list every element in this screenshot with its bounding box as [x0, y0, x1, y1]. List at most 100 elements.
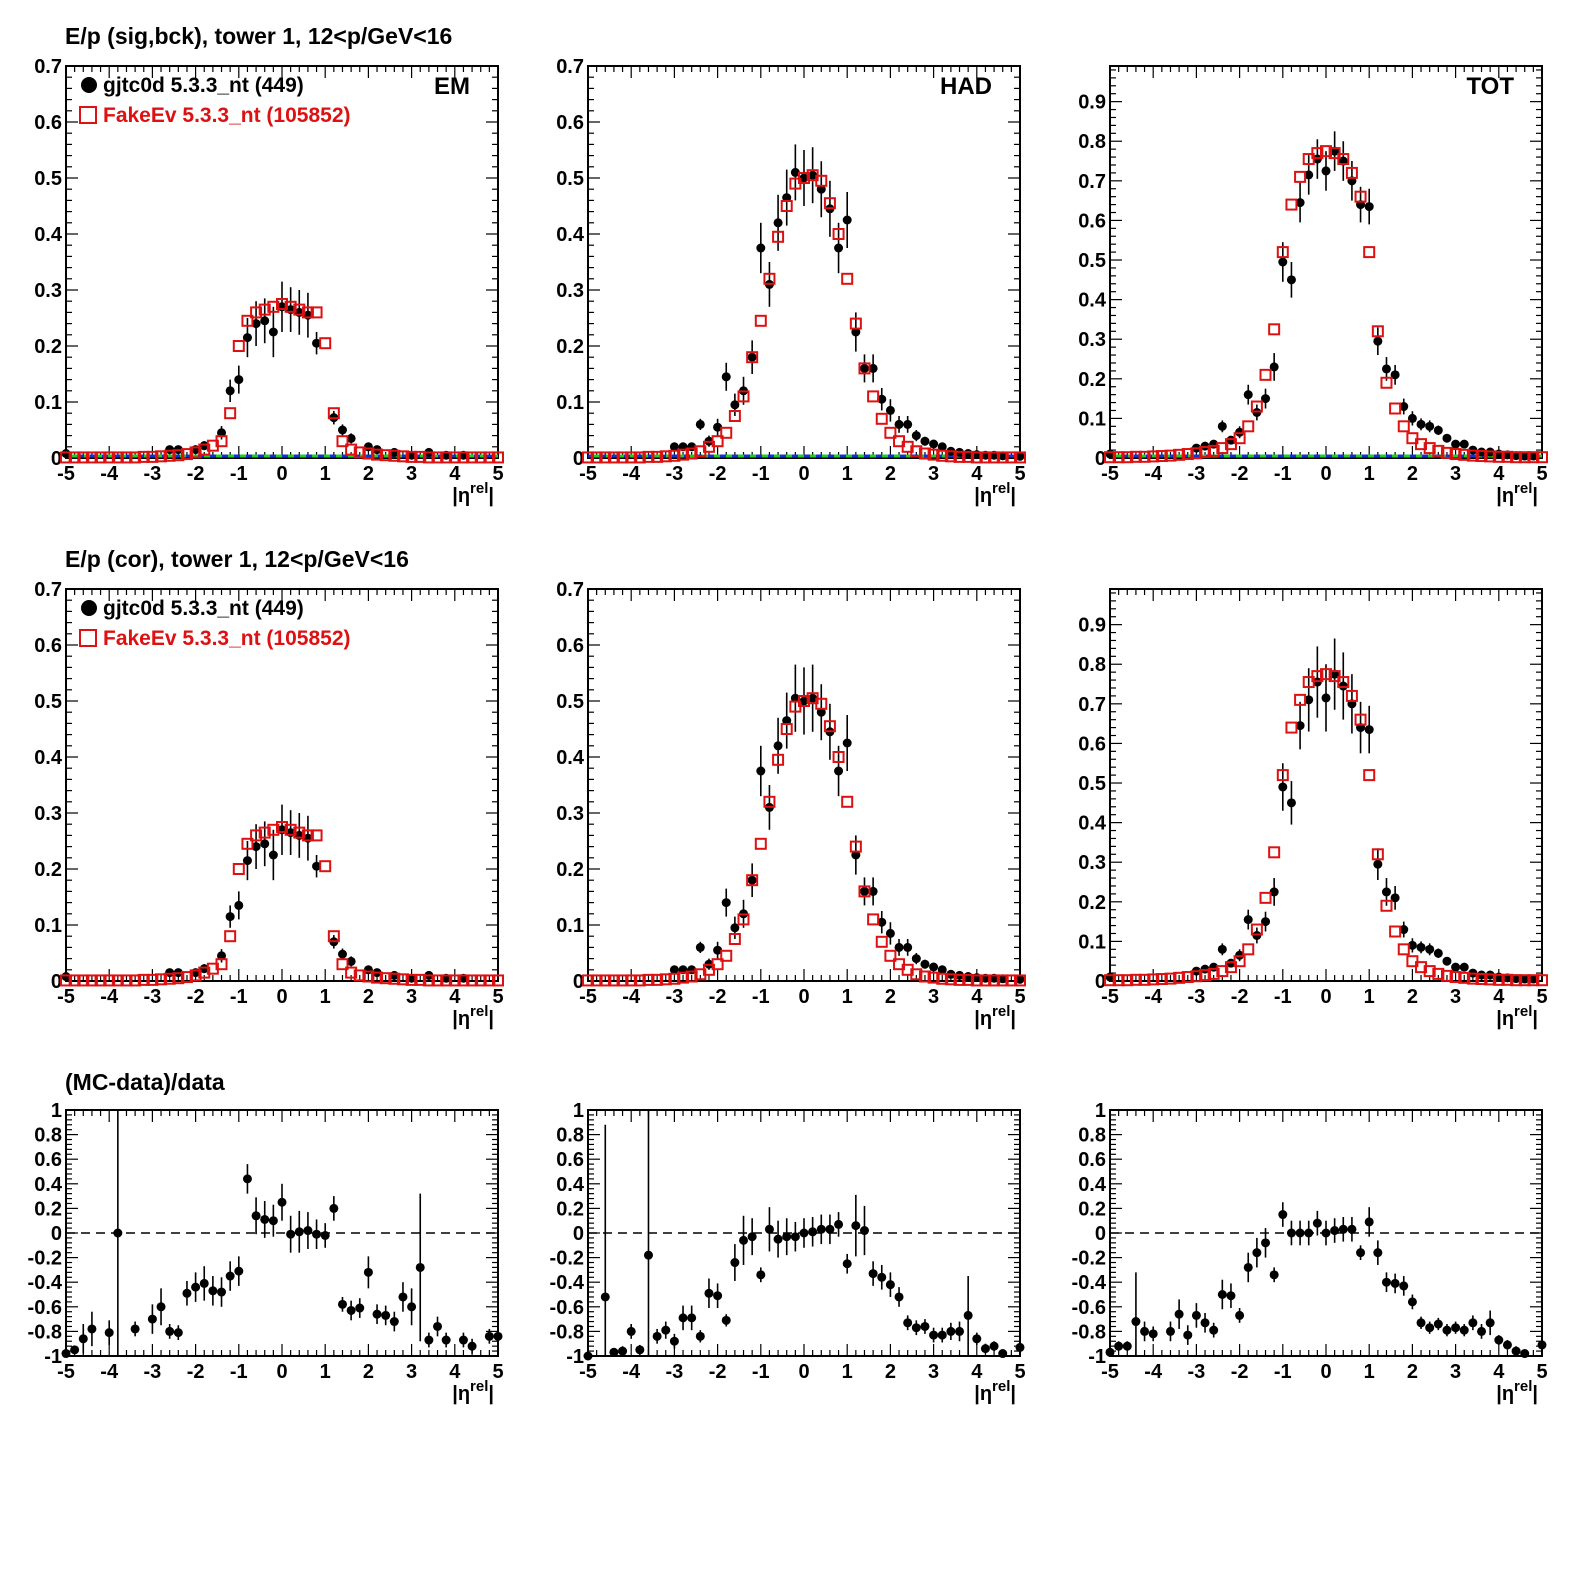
y-tick-label: 0.4 [34, 1174, 63, 1196]
mc-point [345, 966, 358, 979]
data-point [70, 1345, 80, 1355]
mc-point [772, 753, 785, 766]
data-point [1148, 1329, 1158, 1339]
data-point [868, 363, 878, 373]
y-tick-label: 0.3 [34, 803, 62, 825]
mc-point [841, 272, 854, 285]
x-tick-label: -4 [100, 986, 119, 1008]
data-point [1364, 202, 1374, 212]
mc-point [728, 933, 741, 945]
data-point [1511, 451, 1521, 461]
mc-point [353, 969, 366, 982]
data-point [808, 693, 818, 703]
x-tick-label: -2 [1231, 1361, 1249, 1383]
y-tick-label: 0.1 [34, 915, 62, 937]
y-tick-label: 0.3 [34, 280, 62, 302]
mc-point [625, 451, 638, 464]
data-point [1477, 970, 1487, 980]
panel-3: -5 -4 -3 -2 -1 0 1 2 3 4 5 0 0.1 0.2 0.3 0.4 0.5 0.6 0.7 0.… [1078, 65, 1548, 507]
data-point [268, 1216, 278, 1226]
data-point [1468, 1318, 1478, 1328]
mc-point [1190, 447, 1203, 460]
data-point [130, 1324, 140, 1334]
data-point [312, 861, 322, 871]
data-point [1243, 390, 1253, 400]
data-point [1502, 1340, 1512, 1350]
x-tick-label: 0 [798, 463, 809, 485]
data-point [1416, 942, 1426, 952]
mc-point [310, 306, 323, 319]
mc-point [336, 958, 349, 971]
data-point [1269, 1270, 1279, 1280]
data-point [851, 1221, 861, 1231]
mc-point [1363, 769, 1376, 782]
data-point [1243, 915, 1253, 925]
y-tick-label: 0.2 [556, 1198, 584, 1220]
mc-point [414, 450, 427, 463]
x-tick-label: 0 [1320, 986, 1331, 1008]
data-point [782, 1232, 792, 1242]
mc-point [1432, 444, 1445, 457]
mc-point [1501, 973, 1514, 986]
mc-point [858, 885, 871, 898]
mc-point [327, 930, 340, 943]
mc-point [599, 974, 612, 987]
x-tick-label: -5 [1101, 986, 1119, 1008]
data-point [1295, 1228, 1305, 1238]
mc-point [215, 958, 228, 971]
data-point [721, 898, 731, 908]
data-point [920, 959, 930, 969]
data-point [312, 338, 322, 348]
mc-point [832, 751, 845, 763]
data-point [182, 1288, 192, 1298]
data-point [355, 1303, 365, 1313]
data-point [225, 386, 235, 396]
data-point [834, 1219, 844, 1229]
mc-point [163, 449, 176, 462]
mc-point [137, 450, 150, 463]
mc-point [1112, 974, 1125, 987]
y-tick-label: 0.2 [1078, 369, 1106, 391]
mc-point [1311, 147, 1324, 160]
x-tick-label: -3 [1188, 986, 1206, 1008]
x-tick-label: -4 [1144, 463, 1163, 485]
mc-point [301, 306, 314, 319]
data-point [911, 431, 921, 441]
data-point [963, 1310, 973, 1320]
mc-point [405, 450, 418, 463]
data-point [251, 842, 261, 852]
mc-point [953, 973, 966, 986]
x-tick-label: 2 [363, 986, 374, 1008]
y-tick-label: 0.6 [1078, 1149, 1106, 1171]
data-point [704, 1288, 714, 1298]
data-point [1261, 394, 1271, 404]
x-tick-label: -2 [187, 1361, 205, 1383]
data-point [1511, 974, 1521, 984]
data-point [695, 1331, 705, 1341]
data-point [199, 1278, 209, 1288]
data-point [799, 696, 809, 706]
mc-point [327, 407, 340, 420]
mc-point [448, 451, 461, 464]
data-point [998, 1349, 1008, 1359]
y-tick-label: 0.5 [34, 691, 62, 713]
mc-point [936, 449, 949, 462]
mc-point [582, 974, 594, 987]
x-axis-title: |ηrel| [1496, 1003, 1538, 1030]
mc-point [120, 451, 133, 464]
data-point [998, 451, 1008, 461]
mc-point [1397, 943, 1410, 956]
x-tick-label: -4 [100, 1361, 119, 1383]
data-point [782, 193, 792, 203]
x-axis-title: |ηrel| [974, 480, 1016, 507]
data-point [609, 1347, 619, 1357]
x-tick-label: 4 [1493, 1361, 1505, 1383]
data-point [1217, 944, 1227, 954]
mc-point [988, 451, 1001, 464]
mc-point [1005, 974, 1018, 987]
data-point [937, 965, 947, 975]
mc-point [867, 913, 880, 926]
data-point [1356, 1248, 1366, 1258]
data-point [790, 167, 800, 177]
mc-point [1190, 970, 1203, 983]
